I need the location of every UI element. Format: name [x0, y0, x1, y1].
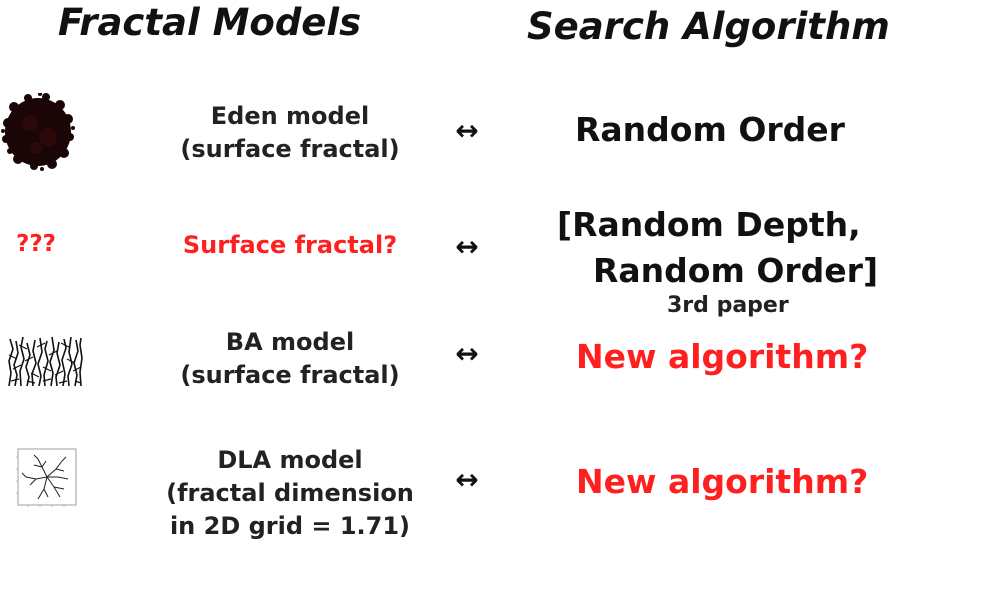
surface-fractal-question-line: Surface fractal? [182, 231, 398, 259]
dla-model-line-2: (fractal dimension [166, 479, 414, 507]
surface-fractal-question-label: Surface fractal? [150, 229, 430, 262]
eden-arrow: ↔ [455, 114, 479, 147]
dla-model-line-1: DLA model [217, 446, 363, 474]
random-depth-order-line-2: Random Order] [593, 251, 879, 290]
dla-model-line-3: in 2D grid = 1.71) [169, 512, 411, 540]
random-depth-order-line-1: [Random Depth, [557, 205, 861, 244]
ba-model-line-1: BA model [225, 328, 355, 356]
eden-cluster-icon [1, 93, 75, 171]
fractal-models-heading: Fractal Models [58, 1, 362, 44]
ba-new-algorithm-label: New algorithm? [576, 337, 869, 376]
eden-model-line-2: (surface fractal) [180, 135, 400, 163]
dla-new-algorithm-label: New algorithm? [576, 462, 869, 501]
eden-model-line-1: Eden model [210, 102, 370, 130]
eden-model-label: Eden model (surface fractal) [150, 100, 430, 166]
unknown-model-marker: ??? [16, 231, 57, 257]
ba-model-label: BA model (surface fractal) [150, 326, 430, 392]
dla-plot-icon [16, 448, 77, 507]
ba-arrow: ↔ [455, 337, 479, 370]
ba-deposition-icon [7, 336, 83, 386]
dla-arrow: ↔ [455, 463, 479, 496]
dla-model-label: DLA model (fractal dimension in 2D grid … [150, 444, 430, 543]
random-order-label: Random Order [575, 110, 845, 149]
search-algorithm-heading: Search Algorithm [527, 5, 890, 48]
ba-model-line-2: (surface fractal) [180, 361, 400, 389]
third-paper-note: 3rd paper [667, 293, 789, 318]
surface-fractal-arrow: ↔ [455, 230, 479, 263]
